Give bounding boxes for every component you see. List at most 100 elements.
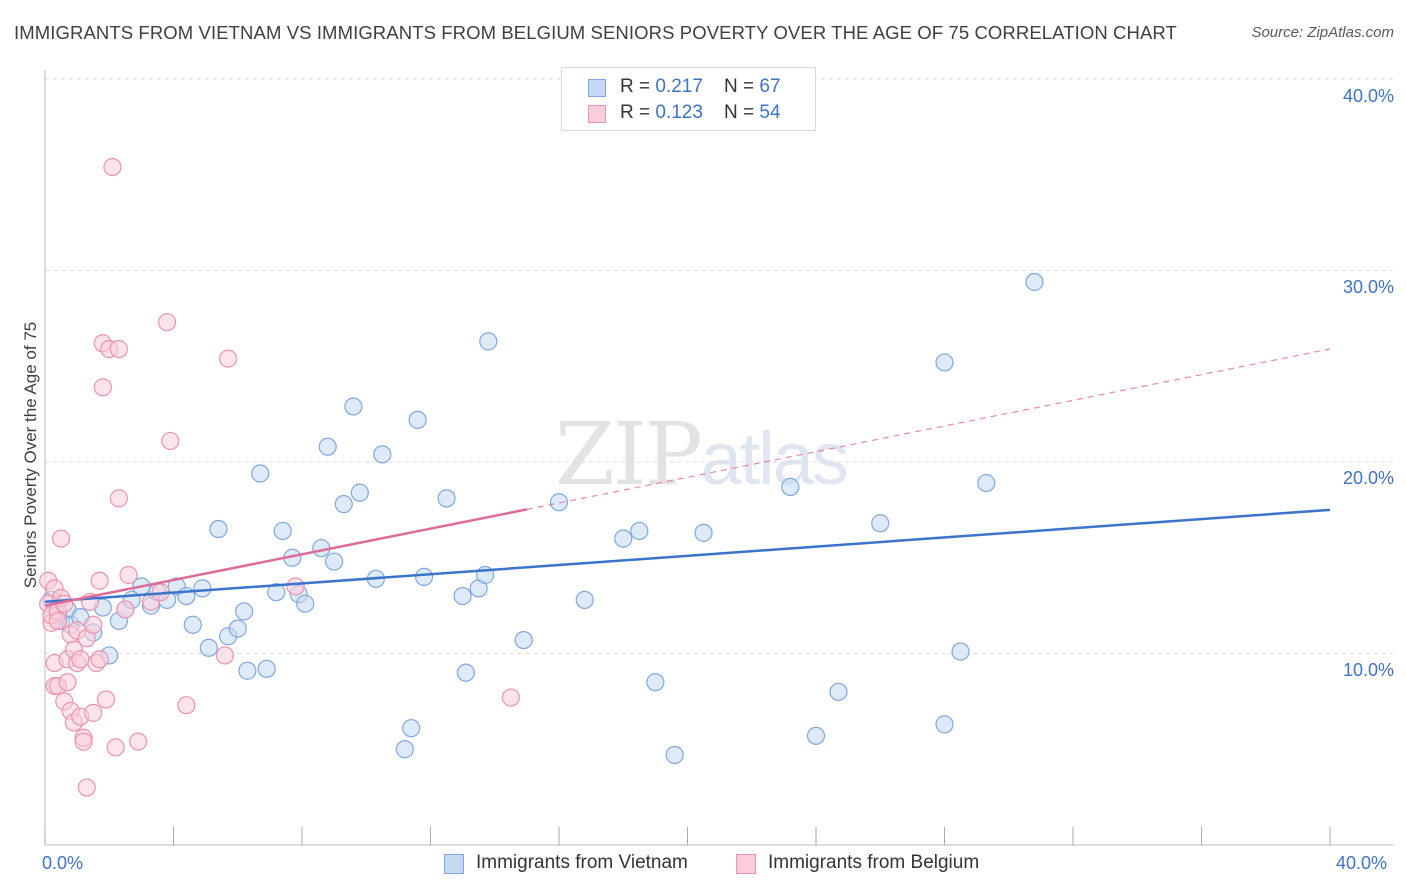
trend-lines bbox=[44, 348, 1331, 607]
point-vietnam bbox=[453, 586, 472, 606]
series-belgium-points bbox=[39, 157, 520, 797]
point-vietnam bbox=[456, 663, 475, 682]
point-vietnam bbox=[257, 659, 276, 678]
y-tick-label-20: 20.0% bbox=[1342, 468, 1394, 488]
legend-text-belgium: R = 0.123 N = 54 bbox=[620, 102, 781, 124]
point-belgium bbox=[215, 646, 234, 665]
bottom-legend-label-belgium: Immigrants from Belgium bbox=[768, 852, 980, 873]
point-belgium bbox=[161, 431, 180, 451]
point-belgium bbox=[219, 349, 238, 368]
point-vietnam bbox=[373, 445, 392, 464]
point-belgium bbox=[116, 600, 135, 619]
point-vietnam bbox=[350, 483, 369, 502]
bottom-legend-swatch-vietnam bbox=[444, 854, 464, 874]
y-tick-label-30: 30.0% bbox=[1342, 277, 1394, 297]
x-tick-label-min: 0.0% bbox=[42, 853, 84, 873]
trendline-vietnam bbox=[44, 508, 1331, 604]
point-belgium bbox=[109, 489, 128, 508]
point-vietnam bbox=[479, 332, 498, 351]
point-vietnam bbox=[273, 521, 292, 541]
trendline-belgium bbox=[44, 508, 528, 607]
point-vietnam bbox=[871, 514, 890, 533]
point-vietnam bbox=[209, 519, 228, 539]
legend-n-value: 67 bbox=[759, 76, 781, 97]
point-vietnam bbox=[437, 489, 456, 508]
point-vietnam bbox=[228, 619, 247, 638]
point-belgium bbox=[77, 778, 96, 797]
point-belgium bbox=[90, 571, 109, 590]
point-belgium bbox=[106, 738, 125, 757]
y-axis-label: Seniors Poverty Over the Age of 75 bbox=[21, 321, 40, 589]
point-vietnam bbox=[318, 437, 337, 456]
source-credit: Source: ZipAtlas.com bbox=[1251, 24, 1394, 41]
point-vietnam bbox=[935, 715, 954, 734]
point-vietnam bbox=[251, 464, 270, 483]
watermark-atlas: atlas bbox=[700, 417, 849, 500]
point-belgium bbox=[84, 615, 103, 634]
point-vietnam bbox=[408, 410, 427, 429]
watermark-zip: ZIP bbox=[555, 405, 703, 505]
legend-n-value: 54 bbox=[759, 102, 781, 123]
point-vietnam bbox=[296, 594, 315, 613]
point-vietnam bbox=[781, 477, 800, 496]
point-vietnam bbox=[829, 682, 848, 701]
point-vietnam bbox=[1025, 272, 1044, 292]
legend-swatch-vietnam bbox=[588, 79, 606, 97]
bottom-legend-swatch-belgium bbox=[736, 854, 756, 874]
point-vietnam bbox=[325, 552, 344, 571]
point-belgium bbox=[74, 732, 93, 751]
point-vietnam bbox=[575, 590, 594, 609]
point-belgium bbox=[96, 690, 116, 709]
legend-r-label: R = bbox=[620, 102, 656, 123]
point-belgium bbox=[93, 378, 112, 397]
point-belgium bbox=[103, 157, 122, 177]
point-belgium bbox=[129, 732, 148, 751]
point-belgium bbox=[177, 696, 196, 715]
chart-title: IMMIGRANTS FROM VIETNAM VS IMMIGRANTS FR… bbox=[14, 22, 1177, 43]
point-belgium bbox=[157, 313, 177, 332]
legend-swatch-belgium bbox=[588, 105, 606, 123]
legend-r-value: 0.217 bbox=[655, 76, 703, 97]
legend-n-label: N = bbox=[724, 102, 760, 123]
point-vietnam bbox=[238, 661, 257, 680]
point-belgium bbox=[84, 703, 103, 722]
legend-r-value: 0.123 bbox=[655, 102, 703, 123]
point-vietnam bbox=[193, 579, 212, 598]
bottom-legend-label-vietnam: Immigrants from Vietnam bbox=[476, 852, 688, 873]
point-vietnam bbox=[614, 529, 633, 548]
point-belgium bbox=[286, 577, 305, 596]
point-belgium bbox=[501, 688, 520, 707]
series-vietnam-points bbox=[42, 272, 1044, 765]
point-vietnam bbox=[665, 745, 684, 765]
legend-r-label: R = bbox=[620, 76, 656, 97]
point-belgium bbox=[109, 339, 128, 359]
point-vietnam bbox=[395, 740, 414, 759]
point-vietnam bbox=[344, 397, 363, 416]
correlation-legend: R = 0.217 N = 67 R = 0.123 N = 54 bbox=[561, 67, 816, 131]
point-vietnam bbox=[630, 521, 649, 541]
point-vietnam bbox=[235, 602, 254, 621]
point-vietnam bbox=[514, 630, 533, 650]
point-vietnam bbox=[977, 473, 996, 493]
point-vietnam bbox=[694, 523, 713, 542]
point-vietnam bbox=[549, 493, 569, 512]
point-belgium bbox=[51, 529, 71, 548]
point-vietnam bbox=[806, 726, 826, 745]
trendline-belgium-extension bbox=[526, 348, 1331, 510]
point-vietnam bbox=[183, 615, 202, 634]
watermark: ZIPatlas bbox=[555, 405, 849, 505]
point-vietnam bbox=[414, 567, 434, 587]
legend-n-label: N = bbox=[724, 76, 760, 97]
point-vietnam bbox=[402, 719, 421, 738]
point-belgium bbox=[58, 673, 77, 692]
point-belgium bbox=[90, 650, 109, 669]
point-vietnam bbox=[267, 583, 286, 602]
y-tick-label-10: 10.0% bbox=[1342, 660, 1394, 680]
point-vietnam bbox=[951, 642, 970, 661]
legend-text-vietnam: R = 0.217 N = 67 bbox=[620, 76, 781, 98]
axes bbox=[44, 70, 1393, 846]
grid-lines bbox=[45, 78, 1393, 654]
point-vietnam bbox=[935, 353, 954, 372]
point-belgium bbox=[71, 650, 90, 669]
